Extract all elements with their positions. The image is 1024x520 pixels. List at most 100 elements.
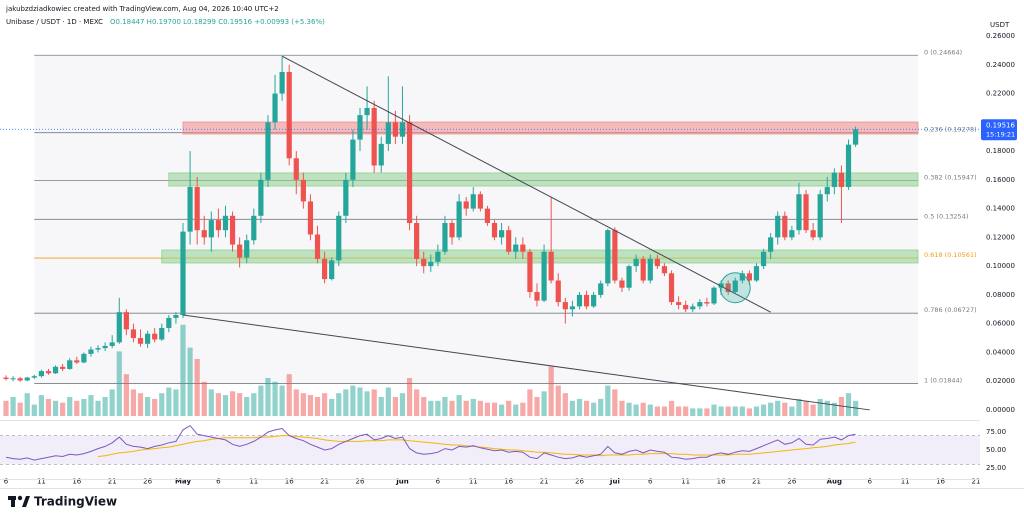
- x-tick-label: 11: [37, 478, 46, 486]
- zone: [168, 172, 919, 187]
- candle-body: [74, 360, 80, 363]
- volume-bar: [67, 397, 73, 416]
- price-tag-countdown: 15:19:21: [986, 130, 1015, 138]
- candle-body: [484, 208, 491, 223]
- trendline: [281, 55, 771, 313]
- volume-bar: [442, 397, 448, 416]
- candle-body: [711, 287, 717, 304]
- candle-body: [591, 294, 597, 307]
- volume-bar: [329, 398, 335, 416]
- candle-body: [697, 302, 703, 307]
- volume-bar: [626, 402, 632, 416]
- candle-body: [534, 292, 540, 301]
- candle-body: [640, 258, 646, 281]
- brand-logo: [8, 495, 30, 507]
- fib-label: 0.618 (0.10561): [924, 251, 977, 259]
- candle-body: [506, 230, 512, 252]
- volume-bar: [612, 389, 618, 416]
- x-tick-label: 21: [320, 478, 329, 486]
- candle-body: [67, 360, 73, 369]
- fib-label: 0.382 (0.15947): [924, 174, 977, 182]
- candle-body: [137, 338, 144, 344]
- candle-body: [31, 376, 37, 378]
- fib-label: 0.236 (0.19278): [924, 126, 977, 134]
- volume-bar: [555, 385, 561, 416]
- candle-body: [676, 302, 682, 305]
- zone: [182, 121, 919, 135]
- volume-bar: [435, 400, 441, 416]
- volume-bar: [520, 402, 526, 416]
- volume-bar: [371, 389, 377, 416]
- volume-bar: [399, 393, 406, 416]
- y-tick-label: 0.12000: [986, 233, 1015, 241]
- candle-body: [477, 194, 483, 209]
- y-tick-label: 0.08000: [986, 291, 1015, 299]
- volume-bar: [38, 395, 44, 416]
- candle-body: [562, 302, 568, 310]
- x-tick-label: 11: [469, 478, 478, 486]
- candle-body: [222, 215, 229, 231]
- volume-bar: [746, 408, 752, 416]
- candle-body: [633, 258, 639, 267]
- volume-bar: [24, 393, 30, 416]
- y-tick-label: 0.26000: [986, 32, 1015, 40]
- volume-bar: [796, 398, 802, 416]
- y-tick-label: 0.02000: [986, 377, 1015, 385]
- volume-bar: [307, 395, 314, 416]
- volume-bar: [357, 387, 363, 416]
- volume-bar: [704, 408, 710, 416]
- candle-body: [166, 317, 172, 328]
- candle-body: [598, 283, 604, 295]
- candle-body: [668, 273, 675, 303]
- candle-body: [803, 194, 809, 231]
- volume-bar: [378, 397, 384, 416]
- volume-bar: [562, 393, 568, 416]
- candle-body: [130, 329, 137, 339]
- candle-body: [718, 283, 724, 288]
- volume-bar: [102, 397, 108, 416]
- candle-body: [654, 258, 660, 267]
- candle-body: [123, 312, 129, 330]
- volume-bar: [159, 393, 165, 416]
- volume-bar: [201, 381, 207, 416]
- volume-bar: [215, 393, 221, 416]
- candle-body: [364, 107, 370, 116]
- x-tick-label: 26: [143, 478, 152, 486]
- candle-body: [732, 280, 738, 293]
- candle-body: [470, 194, 476, 209]
- trendline: [182, 314, 870, 411]
- volume-bar: [286, 374, 292, 416]
- volume-bar: [95, 400, 101, 416]
- volume-bar: [222, 395, 229, 416]
- volume-bar: [513, 404, 519, 416]
- candle-body: [272, 93, 278, 123]
- candle-body: [102, 345, 108, 349]
- candle-body: [449, 222, 455, 238]
- volume-bar: [789, 406, 795, 416]
- logo-shape: [17, 495, 23, 501]
- volume-bar: [152, 398, 158, 416]
- candle-body: [38, 371, 44, 377]
- candle-body: [775, 215, 781, 238]
- x-tick-label: 6: [436, 478, 441, 486]
- volume-bar: [336, 393, 342, 416]
- volume-bar: [244, 397, 250, 416]
- candle-body: [845, 144, 852, 188]
- candle-body: [314, 234, 321, 259]
- rsi-tick-label: 25.00: [986, 464, 1006, 472]
- volume-bar: [173, 389, 179, 416]
- volume-bar: [697, 408, 703, 416]
- volume-bar: [322, 393, 328, 416]
- volume-bar: [718, 406, 724, 416]
- x-tick-label: 11: [249, 478, 258, 486]
- rsi-tick-label: 75.00: [986, 428, 1006, 436]
- volume-bar: [541, 391, 547, 416]
- volume-bar: [109, 389, 115, 416]
- volume-bar: [753, 406, 760, 416]
- candle-body: [343, 179, 349, 216]
- highlight-circle: [719, 272, 751, 304]
- candle-body: [796, 194, 802, 231]
- candle-body: [739, 273, 745, 281]
- volume-bar: [661, 406, 668, 416]
- volume-bar: [605, 385, 611, 416]
